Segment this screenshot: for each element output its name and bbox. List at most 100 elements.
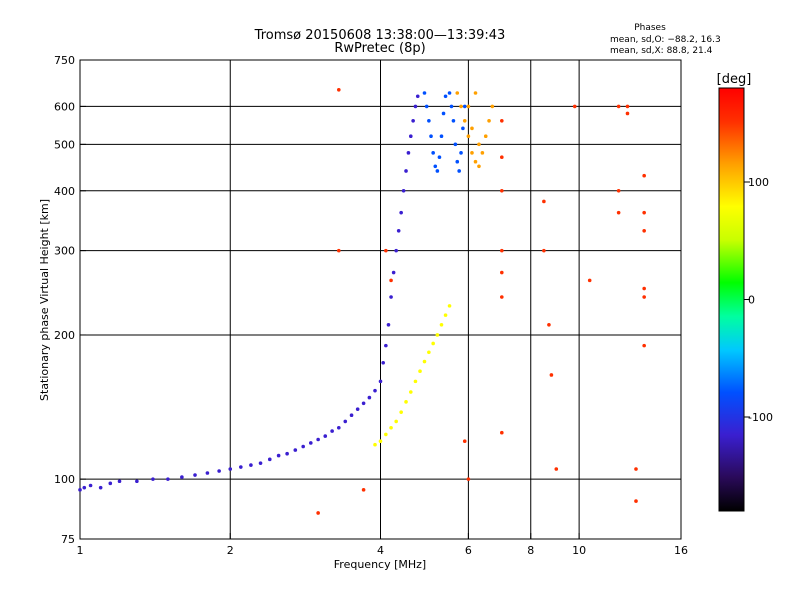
data-point (642, 343, 646, 348)
data-point (151, 477, 155, 481)
data-point (418, 369, 422, 374)
colorbar (718, 87, 745, 512)
data-point (470, 126, 474, 131)
y-tick-label: 400 (54, 185, 75, 198)
data-point (349, 413, 354, 417)
x-tick-label: 6 (465, 544, 472, 557)
data-point (166, 477, 170, 481)
data-point (378, 379, 383, 384)
data-point (625, 111, 630, 116)
data-point (634, 467, 638, 471)
data-point (355, 407, 360, 411)
phase-stats-x: mean, sd,X: 88.8, 21.4 (610, 46, 713, 56)
y-tick-label: 75 (61, 533, 75, 546)
data-point (642, 286, 646, 291)
data-point (343, 419, 348, 424)
data-point (453, 142, 458, 147)
data-point (437, 155, 442, 160)
x-tick-label: 2 (227, 544, 234, 557)
data-point (439, 323, 444, 327)
data-point (473, 91, 478, 95)
data-point (455, 91, 460, 95)
data-point (642, 228, 646, 233)
data-point (642, 295, 646, 299)
data-point (616, 188, 621, 193)
data-point (500, 270, 504, 275)
data-point (435, 169, 440, 173)
data-point (459, 151, 463, 155)
data-point (301, 444, 305, 449)
data-point (487, 118, 491, 123)
data-point (462, 439, 467, 444)
colorbar-tick-label: 0 (748, 294, 755, 307)
data-point (490, 104, 495, 109)
data-point (408, 134, 413, 138)
data-point (449, 104, 454, 109)
data-point (413, 104, 418, 109)
data-point (587, 278, 592, 283)
data-point (500, 155, 504, 160)
data-point (404, 169, 408, 173)
data-point (429, 134, 433, 138)
data-point (404, 400, 408, 404)
data-point (389, 295, 393, 299)
data-point (361, 488, 366, 492)
data-point (439, 134, 444, 138)
y-axis-label: Stationary phase Virtual Height [km] (38, 199, 51, 401)
data-point (108, 481, 113, 486)
data-point (462, 118, 467, 123)
data-point (477, 142, 481, 147)
data-point (447, 91, 452, 95)
x-axis-label: Frequency [MHz] (334, 558, 426, 571)
data-point (443, 94, 448, 99)
data-point (389, 426, 393, 430)
data-point (415, 94, 420, 99)
data-point (384, 432, 388, 437)
data-point (330, 429, 334, 433)
data-point (500, 430, 504, 435)
x-tick-label: 10 (572, 544, 586, 557)
data-point (249, 463, 253, 467)
data-point (422, 359, 427, 364)
data-point (462, 104, 467, 109)
colorbar-tick-label: 100 (748, 176, 769, 189)
data-point (422, 91, 427, 95)
data-point (616, 104, 621, 109)
data-point (634, 499, 638, 503)
data-point (616, 210, 621, 215)
data-point (411, 118, 415, 123)
data-point (391, 270, 396, 275)
data-point (431, 341, 435, 346)
data-point (461, 126, 465, 131)
data-point (441, 111, 446, 116)
data-point (267, 457, 272, 462)
data-point (480, 151, 485, 155)
data-point (367, 395, 372, 400)
data-point (642, 210, 646, 215)
chart-title-line1: Tromsø 20150608 13:38:00—13:39:43 (254, 28, 506, 43)
data-point (500, 248, 504, 253)
data-point (399, 210, 403, 215)
phase-stats-o: mean, sd,O: −88.2, 16.3 (610, 35, 721, 45)
data-point (386, 323, 391, 327)
phase-stats-title: Phases (634, 23, 666, 33)
data-point (424, 104, 429, 109)
data-point (217, 469, 221, 473)
data-point (337, 87, 341, 92)
colorbar-label: [deg] (717, 72, 752, 87)
data-point (406, 151, 411, 155)
colorbar-ticks: 100 0 -100 (744, 176, 773, 424)
data-point (572, 104, 577, 109)
data-point (373, 442, 377, 447)
x-tick-label: 16 (674, 544, 688, 557)
data-point (457, 169, 461, 173)
data-point (483, 134, 488, 138)
data-point (117, 479, 122, 484)
data-point (258, 461, 263, 465)
data-point (466, 134, 471, 138)
data-point (542, 248, 546, 253)
y-tick-label: 300 (54, 245, 75, 258)
data-point (384, 248, 388, 253)
y-tick-label: 200 (54, 329, 75, 342)
